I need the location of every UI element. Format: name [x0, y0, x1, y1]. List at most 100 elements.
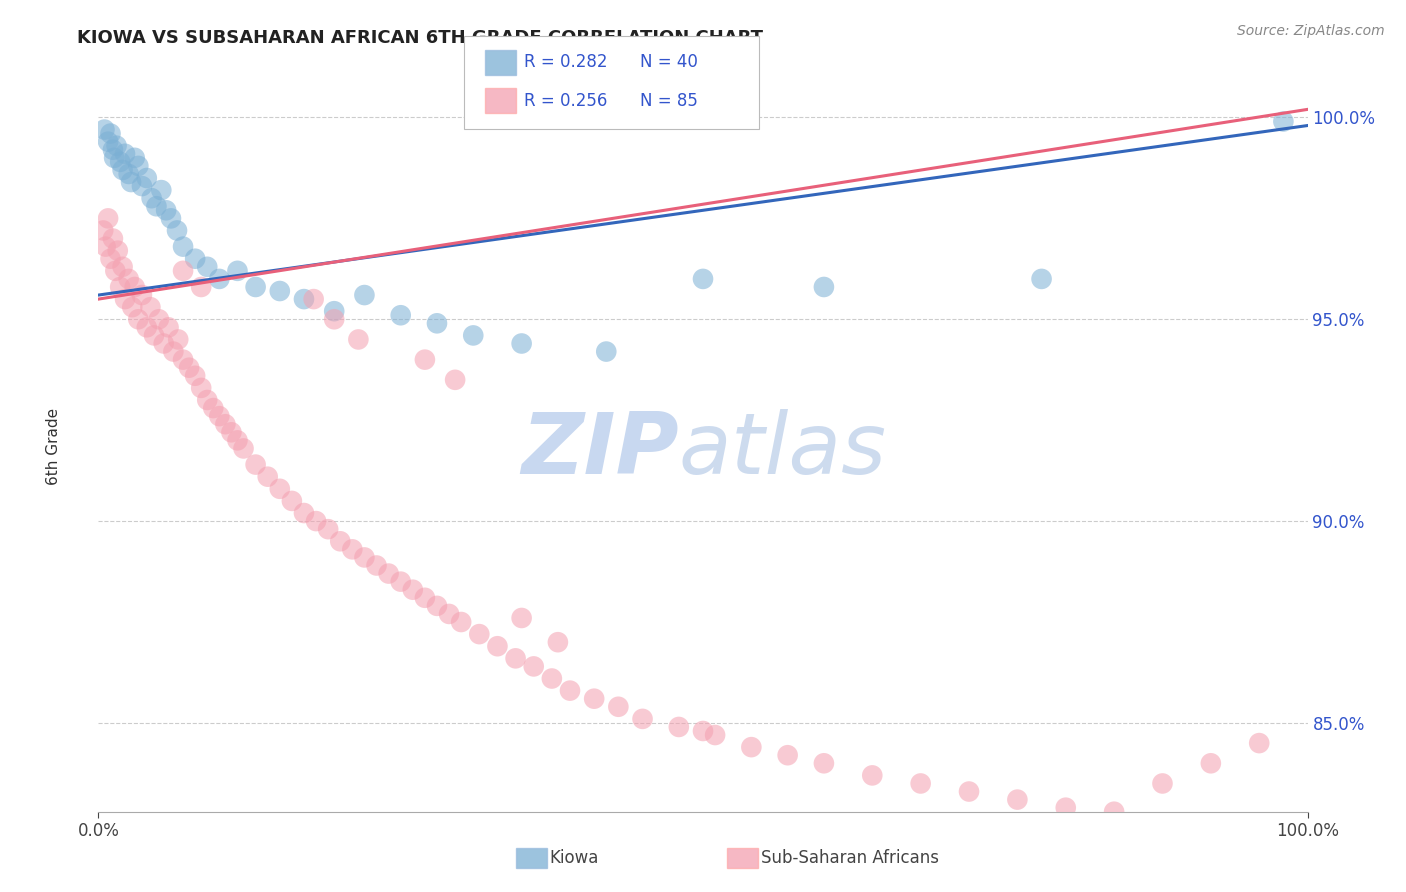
Point	[377, 566, 399, 581]
Point	[256, 469, 278, 483]
Point	[108, 280, 131, 294]
Point	[124, 280, 146, 294]
Point	[510, 611, 533, 625]
Point	[347, 333, 370, 347]
Point	[468, 627, 491, 641]
Point	[510, 336, 533, 351]
Point	[463, 328, 485, 343]
Point	[208, 272, 231, 286]
Point	[114, 146, 136, 161]
Point	[281, 494, 304, 508]
Point	[704, 728, 727, 742]
Point	[208, 409, 231, 424]
Point	[389, 308, 412, 322]
Point	[1249, 736, 1271, 750]
Point	[118, 167, 141, 181]
Point	[104, 264, 127, 278]
Point	[190, 381, 212, 395]
Text: Kiowa: Kiowa	[550, 849, 599, 867]
Point	[114, 292, 136, 306]
Point	[135, 171, 157, 186]
Point	[305, 514, 328, 528]
Point	[413, 591, 436, 605]
Point	[269, 482, 291, 496]
Point	[292, 506, 315, 520]
Point	[426, 599, 449, 613]
Point	[118, 272, 141, 286]
Point	[450, 615, 472, 629]
Point	[437, 607, 460, 621]
Point	[342, 542, 364, 557]
Point	[692, 723, 714, 738]
Point	[292, 292, 315, 306]
Text: atlas: atlas	[679, 409, 887, 492]
Point	[120, 175, 142, 189]
Point	[1031, 272, 1053, 286]
Point	[631, 712, 654, 726]
Point	[127, 312, 149, 326]
Point	[547, 635, 569, 649]
Point	[167, 333, 190, 347]
Point	[426, 316, 449, 330]
Point	[353, 550, 375, 565]
Point	[540, 672, 562, 686]
Point	[162, 344, 184, 359]
Point	[141, 191, 163, 205]
Point	[121, 300, 143, 314]
Point	[221, 425, 243, 440]
Point	[157, 320, 180, 334]
Point	[813, 756, 835, 771]
Point	[269, 284, 291, 298]
Point	[139, 300, 162, 314]
Point	[776, 748, 799, 763]
Text: Sub-Saharan Africans: Sub-Saharan Africans	[761, 849, 939, 867]
Text: N = 85: N = 85	[640, 92, 697, 110]
Point	[323, 312, 346, 326]
Point	[195, 260, 218, 274]
Text: R = 0.256: R = 0.256	[524, 92, 607, 110]
Point	[131, 288, 153, 302]
Point	[202, 401, 225, 415]
Point	[101, 231, 124, 245]
Point	[353, 288, 375, 302]
Point	[172, 239, 194, 253]
Point	[143, 328, 166, 343]
Point	[607, 699, 630, 714]
Point	[108, 154, 131, 169]
Point	[302, 292, 325, 306]
Point	[413, 352, 436, 367]
Point	[131, 179, 153, 194]
Point	[214, 417, 236, 432]
Text: 6th Grade: 6th Grade	[46, 408, 60, 484]
Point	[245, 280, 267, 294]
Point	[402, 582, 425, 597]
Point	[124, 151, 146, 165]
Point	[150, 183, 173, 197]
Point	[152, 336, 174, 351]
Point	[860, 768, 883, 782]
Point	[97, 211, 120, 226]
Point	[172, 264, 194, 278]
Point	[1152, 776, 1174, 790]
Point	[316, 522, 339, 536]
Point	[957, 784, 980, 798]
Point	[160, 211, 183, 226]
Point	[93, 122, 115, 136]
Point	[1007, 792, 1029, 806]
Point	[190, 280, 212, 294]
Point	[145, 199, 167, 213]
Point	[111, 260, 134, 274]
Point	[100, 252, 122, 266]
Point	[195, 392, 218, 407]
Point	[103, 151, 125, 165]
Point	[692, 272, 714, 286]
Point	[444, 373, 467, 387]
Point	[1272, 114, 1295, 128]
Point	[184, 252, 207, 266]
Text: KIOWA VS SUBSAHARAN AFRICAN 6TH GRADE CORRELATION CHART: KIOWA VS SUBSAHARAN AFRICAN 6TH GRADE CO…	[77, 29, 763, 47]
Point	[329, 534, 352, 549]
Point	[100, 127, 122, 141]
Point	[166, 223, 188, 237]
Text: ZIP: ZIP	[522, 409, 679, 492]
Point	[595, 344, 617, 359]
